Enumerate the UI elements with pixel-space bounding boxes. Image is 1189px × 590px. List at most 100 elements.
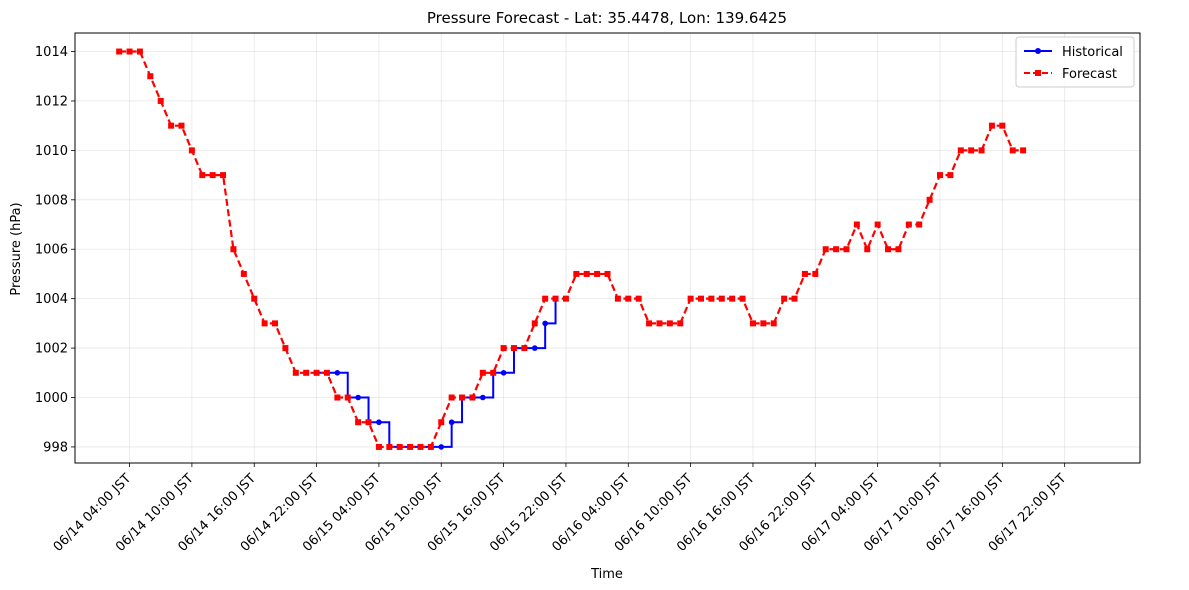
forecast-point xyxy=(666,320,673,327)
forecast-point xyxy=(365,419,372,426)
forecast-point xyxy=(604,270,611,277)
forecast-point xyxy=(220,172,227,179)
forecast-point xyxy=(781,295,788,302)
forecast-point xyxy=(531,320,538,327)
forecast-point xyxy=(459,394,466,401)
forecast-point xyxy=(375,443,382,450)
historical-point xyxy=(448,419,455,426)
forecast-point xyxy=(334,394,341,401)
forecast-point xyxy=(718,295,725,302)
forecast-point xyxy=(729,295,736,302)
forecast-point xyxy=(396,443,403,450)
forecast-point xyxy=(292,369,299,376)
forecast-point xyxy=(583,270,590,277)
forecast-point xyxy=(635,295,642,302)
forecast-point xyxy=(147,73,154,80)
y-tick-label: 1004 xyxy=(35,292,68,307)
forecast-point xyxy=(760,320,767,327)
forecast-point xyxy=(1009,147,1016,154)
legend-forecast-marker xyxy=(1035,70,1041,76)
forecast-point xyxy=(646,320,653,327)
series-forecast xyxy=(116,48,1027,450)
y-tick-label: 1000 xyxy=(35,391,68,406)
historical-point xyxy=(531,345,538,351)
historical-point xyxy=(334,369,341,376)
axes-frame xyxy=(74,32,1141,464)
forecast-point xyxy=(199,172,206,179)
forecast-point xyxy=(427,443,434,450)
forecast-point xyxy=(438,419,445,426)
legend-forecast-label: Forecast xyxy=(1062,67,1117,82)
y-tick-label: 1002 xyxy=(35,342,68,357)
forecast-point xyxy=(116,48,123,55)
forecast-point xyxy=(708,295,715,302)
forecast-point xyxy=(999,122,1006,129)
forecast-point xyxy=(323,369,330,376)
forecast-point xyxy=(490,369,497,376)
grid-lines xyxy=(75,33,1140,463)
forecast-point xyxy=(126,48,133,55)
plot-area xyxy=(116,48,1027,450)
forecast-point xyxy=(614,295,621,302)
forecast-point xyxy=(843,246,850,253)
y-tick-label: 1006 xyxy=(35,243,68,258)
forecast-point xyxy=(833,246,840,253)
forecast-point xyxy=(791,295,798,302)
forecast-point xyxy=(936,172,943,179)
historical-point xyxy=(438,444,445,450)
forecast-point xyxy=(916,221,923,228)
forecast-point xyxy=(417,443,424,450)
forecast-point xyxy=(594,270,601,277)
forecast-point xyxy=(230,246,237,253)
y-axis-ticks: 998 1000 1002 1004 1006 1008 1010 1012 1014 xyxy=(35,45,75,455)
forecast-point xyxy=(573,270,580,277)
forecast-point xyxy=(801,270,808,277)
historical-point xyxy=(376,419,382,426)
historical-point xyxy=(480,394,486,401)
forecast-point xyxy=(448,394,455,401)
chart-title: Pressure Forecast - Lat: 35.4478, Lon: 1… xyxy=(427,9,787,27)
forecast-point xyxy=(240,270,247,277)
forecast-point xyxy=(968,147,975,154)
forecast-point xyxy=(261,320,268,327)
forecast-point xyxy=(656,320,663,327)
forecast-point xyxy=(136,48,143,55)
forecast-point xyxy=(1020,147,1027,154)
forecast-point xyxy=(988,122,995,129)
forecast-point xyxy=(552,295,559,302)
y-tick-label: 1012 xyxy=(35,94,68,109)
forecast-point xyxy=(542,295,549,302)
forecast-point xyxy=(864,246,871,253)
forecast-point xyxy=(698,295,705,302)
forecast-point xyxy=(822,246,829,253)
forecast-point xyxy=(926,196,933,203)
forecast-point xyxy=(168,122,175,129)
forecast-point xyxy=(386,443,393,450)
forecast-point xyxy=(188,147,195,154)
forecast-point xyxy=(677,320,684,327)
forecast-point xyxy=(812,270,819,277)
forecast-point xyxy=(178,122,185,129)
forecast-point xyxy=(947,172,954,179)
historical-point xyxy=(542,320,548,327)
legend: Historical Forecast xyxy=(1015,36,1135,88)
y-tick-label: 1008 xyxy=(35,193,68,208)
forecast-point xyxy=(905,221,912,228)
forecast-point xyxy=(344,394,351,401)
forecast-point xyxy=(521,345,528,352)
historical-point xyxy=(355,394,361,401)
forecast-point xyxy=(303,369,310,376)
forecast-point xyxy=(479,369,486,376)
forecast-point xyxy=(313,369,320,376)
forecast-point xyxy=(209,172,216,179)
forecast-point xyxy=(874,221,881,228)
forecast-point xyxy=(895,246,902,253)
y-tick-label: 1010 xyxy=(35,144,68,159)
forecast-point xyxy=(157,97,164,104)
y-axis-label: Pressure (hPa) xyxy=(9,202,24,295)
forecast-point xyxy=(749,320,756,327)
forecast-point xyxy=(562,295,569,302)
forecast-point xyxy=(500,345,507,352)
y-tick-label: 998 xyxy=(43,440,68,455)
